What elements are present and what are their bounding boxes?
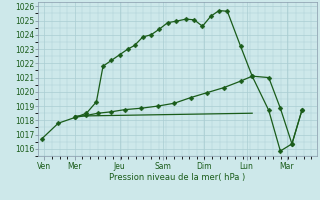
X-axis label: Pression niveau de la mer( hPa ): Pression niveau de la mer( hPa ) <box>109 173 246 182</box>
